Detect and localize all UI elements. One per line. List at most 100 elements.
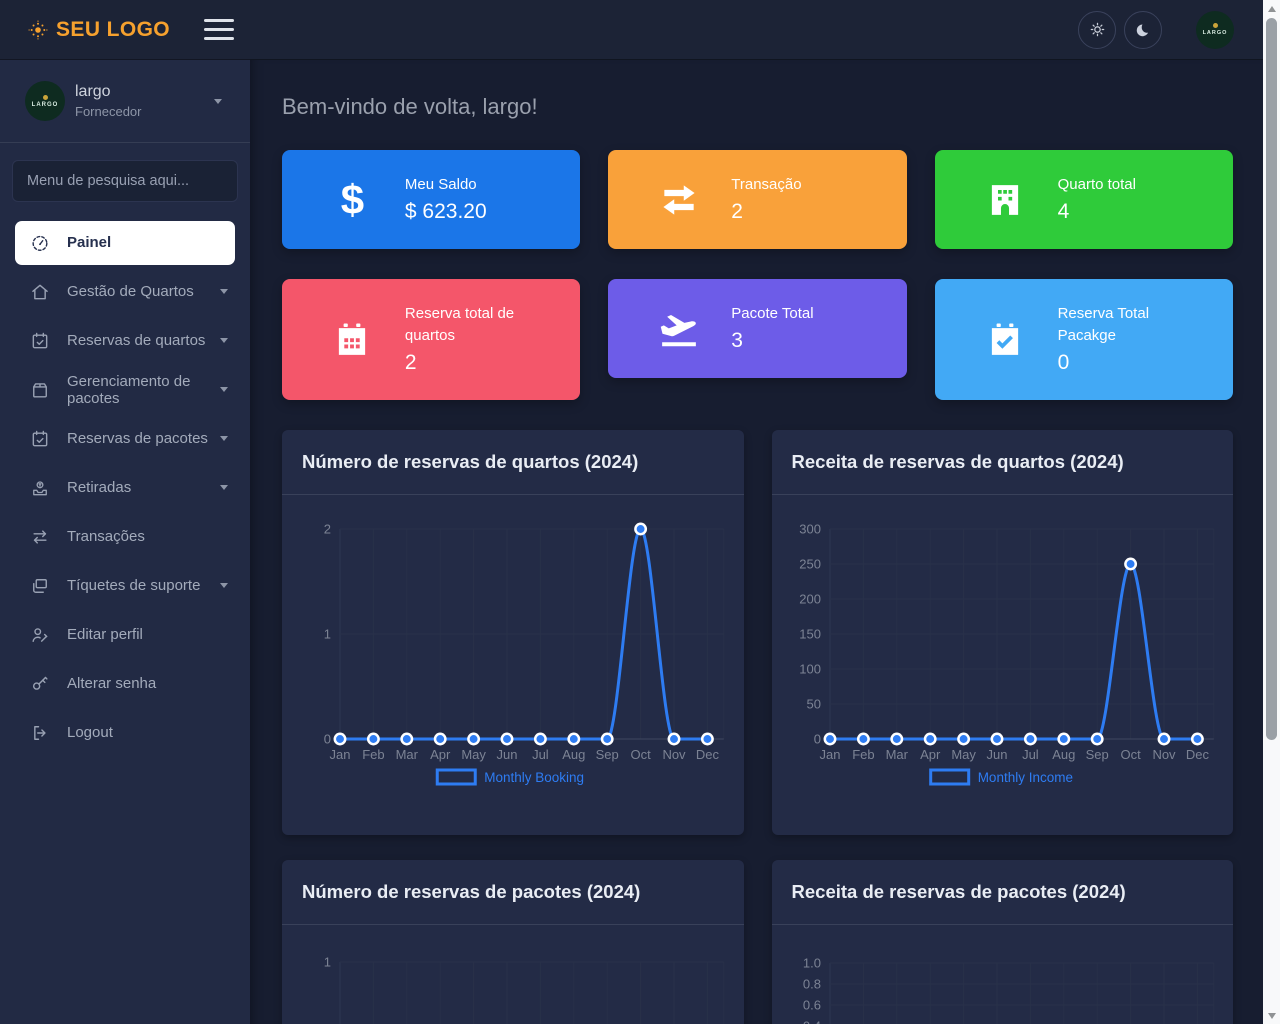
charts-grid: Número de reservas de quartos (2024) 2 1 0 J… [282, 430, 1233, 1024]
sidebar-item-gest-o-de-quartos[interactable]: Gestão de Quartos [0, 267, 250, 316]
sidebar-item-painel[interactable]: Painel [15, 220, 235, 265]
sidebar-item-t-quetes-de-suporte[interactable]: Tíquetes de suporte [0, 561, 250, 610]
svg-text:Jul: Jul [1022, 747, 1039, 762]
sidebar-item-label: Tíquetes de suporte [67, 577, 201, 594]
svg-text:Mar: Mar [396, 747, 419, 762]
sidebar-menu: Painel Gestão de Quartos Reservas de quart… [0, 210, 250, 757]
sidebar-item-transa-es[interactable]: Transações [0, 512, 250, 561]
chart-panel-header: Número de reservas de quartos (2024) [282, 430, 744, 495]
sidebar-item-editar-perfil[interactable]: Editar perfil [0, 610, 250, 659]
transactions-icon [30, 527, 50, 547]
home-icon [30, 282, 50, 302]
sidebar-item-alterar-senha[interactable]: Alterar senha [0, 659, 250, 708]
chevron-down-icon [220, 485, 228, 490]
stat-card-transa-o[interactable]: Transação 2 [608, 150, 907, 249]
stat-card-value: 0 [1057, 351, 1070, 374]
chart-title: Receita de reservas de pacotes (2024) [791, 881, 1126, 902]
sidebar-toggle-button[interactable] [204, 15, 234, 44]
stat-card-body: Pacote Total 3 [731, 303, 888, 354]
chart-legend[interactable]: Monthly Booking [435, 768, 584, 786]
chevron-down-icon [220, 338, 228, 343]
stat-card-value: $ 623.20 [404, 200, 487, 223]
welcome-heading: Bem-vindo de volta, largo! [282, 94, 538, 119]
stat-card-reserva-total-de-quartos[interactable]: Reserva total de quartos 2 [282, 279, 581, 400]
stat-card-meu-saldo[interactable]: $ Meu Saldo $ 623.20 [282, 150, 581, 249]
svg-text:Aug: Aug [1052, 747, 1075, 762]
stat-card-quarto-total[interactable]: Quarto total 4 [934, 150, 1233, 249]
stat-card-label: Transação [731, 176, 802, 193]
stat-card-label: Pacote Total [731, 305, 814, 322]
sidebar-header: SEU LOGO [0, 0, 250, 60]
scrollbar-thumb[interactable] [1266, 18, 1277, 740]
stat-card-value: 3 [731, 329, 743, 352]
stat-card-body: Transação 2 [731, 174, 888, 225]
svg-text:Monthly Booking: Monthly Booking [484, 770, 584, 785]
svg-text:250: 250 [799, 557, 821, 572]
stat-card-value: 4 [1057, 200, 1070, 223]
stat-card-pacote-total[interactable]: Pacote Total 3 [608, 279, 907, 378]
user-meta: largo Fornecedor [75, 83, 214, 119]
plane-icon [626, 307, 731, 351]
edit-profile-icon [30, 625, 50, 645]
svg-text:Sep: Sep [1085, 747, 1108, 762]
svg-text:100: 100 [799, 662, 821, 677]
chart-panel-header: Receita de reservas de pacotes (2024) [771, 860, 1233, 925]
svg-text:Dec: Dec [696, 747, 720, 762]
brand[interactable]: SEU LOGO [26, 18, 170, 42]
sidebar-item-reservas-de-pacotes[interactable]: Reservas de pacotes [0, 414, 250, 463]
svg-text:Jan: Jan [330, 747, 351, 762]
sidebar: SEU LOGO LARGO largo Fornecedor Painel Ge… [0, 0, 250, 1024]
stat-card-label: Reserva Total Pacakge [1057, 305, 1150, 344]
svg-text:Aug: Aug [562, 747, 585, 762]
user-menu[interactable]: LARGO largo Fornecedor [0, 60, 250, 142]
svg-text:0.6: 0.6 [802, 998, 820, 1013]
stat-card-value: 2 [404, 351, 417, 374]
stat-card-label: Quarto total [1057, 176, 1136, 193]
exchange-icon [626, 178, 731, 222]
chart-panel-header: Número de reservas de pacotes (2024) [282, 860, 744, 925]
dark-mode-button[interactable] [1124, 10, 1162, 49]
sidebar-divider [0, 142, 250, 143]
light-mode-button[interactable] [1078, 10, 1116, 49]
sidebar-item-label: Logout [67, 724, 113, 741]
chart-body: 300 250 200 150 100 50 0 Jan Feb Mar Apr May Jun Jul A… [772, 495, 1234, 835]
dashboard-icon [30, 233, 50, 253]
svg-text:Sep: Sep [596, 747, 619, 762]
avatar-text: LARGO [1202, 30, 1228, 36]
sidebar-item-logout[interactable]: Logout [0, 708, 250, 757]
hotel-icon [953, 179, 1058, 221]
brand-logo-icon [26, 18, 50, 42]
brand-name: SEU LOGO [56, 17, 171, 41]
topbar-avatar[interactable]: LARGO [1196, 10, 1234, 49]
chart-body: 2 1 0 Jan Feb Mar Apr May Jun Jul Aug Sep Oct Nov Dec M… [282, 495, 744, 835]
page-scrollbar[interactable] [1263, 0, 1280, 1024]
scroll-up-arrow[interactable] [1263, 0, 1280, 17]
svg-text:Feb: Feb [852, 747, 874, 762]
user-avatar: LARGO [25, 81, 65, 121]
stat-card-reserva-total-pacakge[interactable]: Reserva Total Pacakge 0 [934, 279, 1233, 400]
sidebar-search-input[interactable] [12, 160, 238, 202]
scroll-down-arrow[interactable] [1263, 1007, 1280, 1024]
chevron-down-icon [220, 387, 228, 392]
svg-text:1: 1 [324, 627, 331, 642]
avatar-leaf-icon [1212, 23, 1218, 28]
stat-card-label: Reserva total de quartos [404, 305, 515, 344]
sidebar-item-retiradas[interactable]: Retiradas [0, 463, 250, 512]
sidebar-item-label: Editar perfil [67, 626, 143, 643]
chart-panel-n-mero-de-reservas-de-quartos-2024: Número de reservas de quartos (2024) 2 1 0 J… [282, 430, 744, 835]
chevron-down-icon [220, 436, 228, 441]
sidebar-item-gerenciamento-de-pacotes[interactable]: Gerenciamento de pacotes [0, 365, 250, 414]
stat-card-body: Meu Saldo $ 623.20 [405, 174, 562, 225]
svg-text:2: 2 [324, 522, 331, 537]
svg-text:0.4: 0.4 [802, 1019, 820, 1024]
topbar: LARGO [250, 0, 1263, 60]
main-content: Bem-vindo de volta, largo! $ Meu Saldo $ 6… [250, 60, 1263, 1024]
chart-title: Número de reservas de pacotes (2024) [302, 881, 641, 902]
user-name: largo [75, 83, 111, 100]
sidebar-item-reservas-de-quartos[interactable]: Reservas de quartos [0, 316, 250, 365]
chevron-down-icon [220, 289, 228, 294]
chart-title: Número de reservas de quartos (2024) [302, 451, 639, 472]
chart-legend[interactable]: Monthly Income [928, 768, 1072, 786]
svg-text:0: 0 [324, 732, 331, 747]
